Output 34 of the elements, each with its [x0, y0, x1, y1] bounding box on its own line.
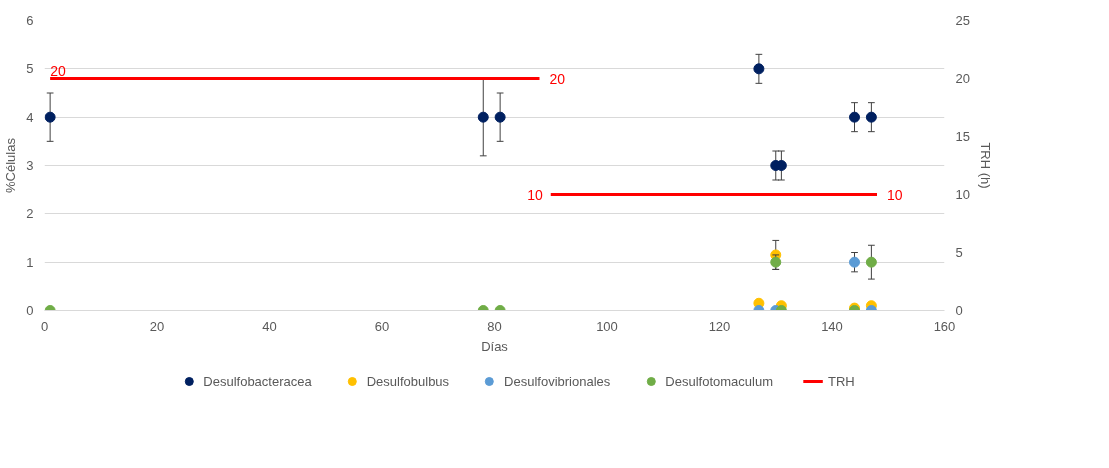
legend-label: Desulfovibrionales [504, 373, 611, 389]
x-tick-label: 100 [596, 318, 618, 334]
x-tick-label: 120 [708, 318, 731, 334]
x-tick-label: 0 [40, 318, 49, 334]
y2-tick-label: 5 [955, 245, 963, 260]
legend-label: Desulfobulbus [366, 373, 450, 389]
y-tick-label: 5 [26, 61, 34, 77]
y-tick-label: 3 [26, 158, 34, 173]
data-label: 10 [887, 186, 903, 203]
x-tick-label: 140 [821, 318, 843, 334]
y-tick-label: 4 [26, 109, 34, 125]
y2-tick-label: 25 [955, 13, 970, 28]
y2-tick-label: 10 [955, 187, 970, 202]
y-tick-label: 1 [26, 254, 34, 270]
y-axis-title: %Células [3, 137, 19, 193]
x-tick-label: 80 [487, 318, 502, 334]
y2-tick-label: 15 [955, 129, 970, 144]
x-tick-label: 60 [374, 318, 390, 334]
y2-tick-label: 20 [955, 71, 970, 86]
x-tick-label: 160 [933, 318, 956, 334]
legend-label: Desulfotomaculum [665, 373, 773, 389]
x-tick-label: 20 [149, 318, 165, 334]
y-tick-label: 6 [26, 13, 34, 28]
legend-label: Desulfobacteracea [203, 373, 312, 389]
data-label: 20 [50, 62, 66, 79]
data-label: 20 [549, 70, 566, 87]
x-tick-label: 40 [262, 318, 277, 334]
y-tick-label: 2 [26, 206, 34, 222]
legend-label: TRH [827, 373, 855, 389]
x-axis-title: Días [481, 338, 509, 354]
y-tick-label: 0 [26, 303, 34, 318]
y2-tick-label: 0 [955, 303, 963, 318]
data-label: 10 [527, 186, 543, 203]
y2-axis-title: TRH (h) [977, 142, 993, 189]
